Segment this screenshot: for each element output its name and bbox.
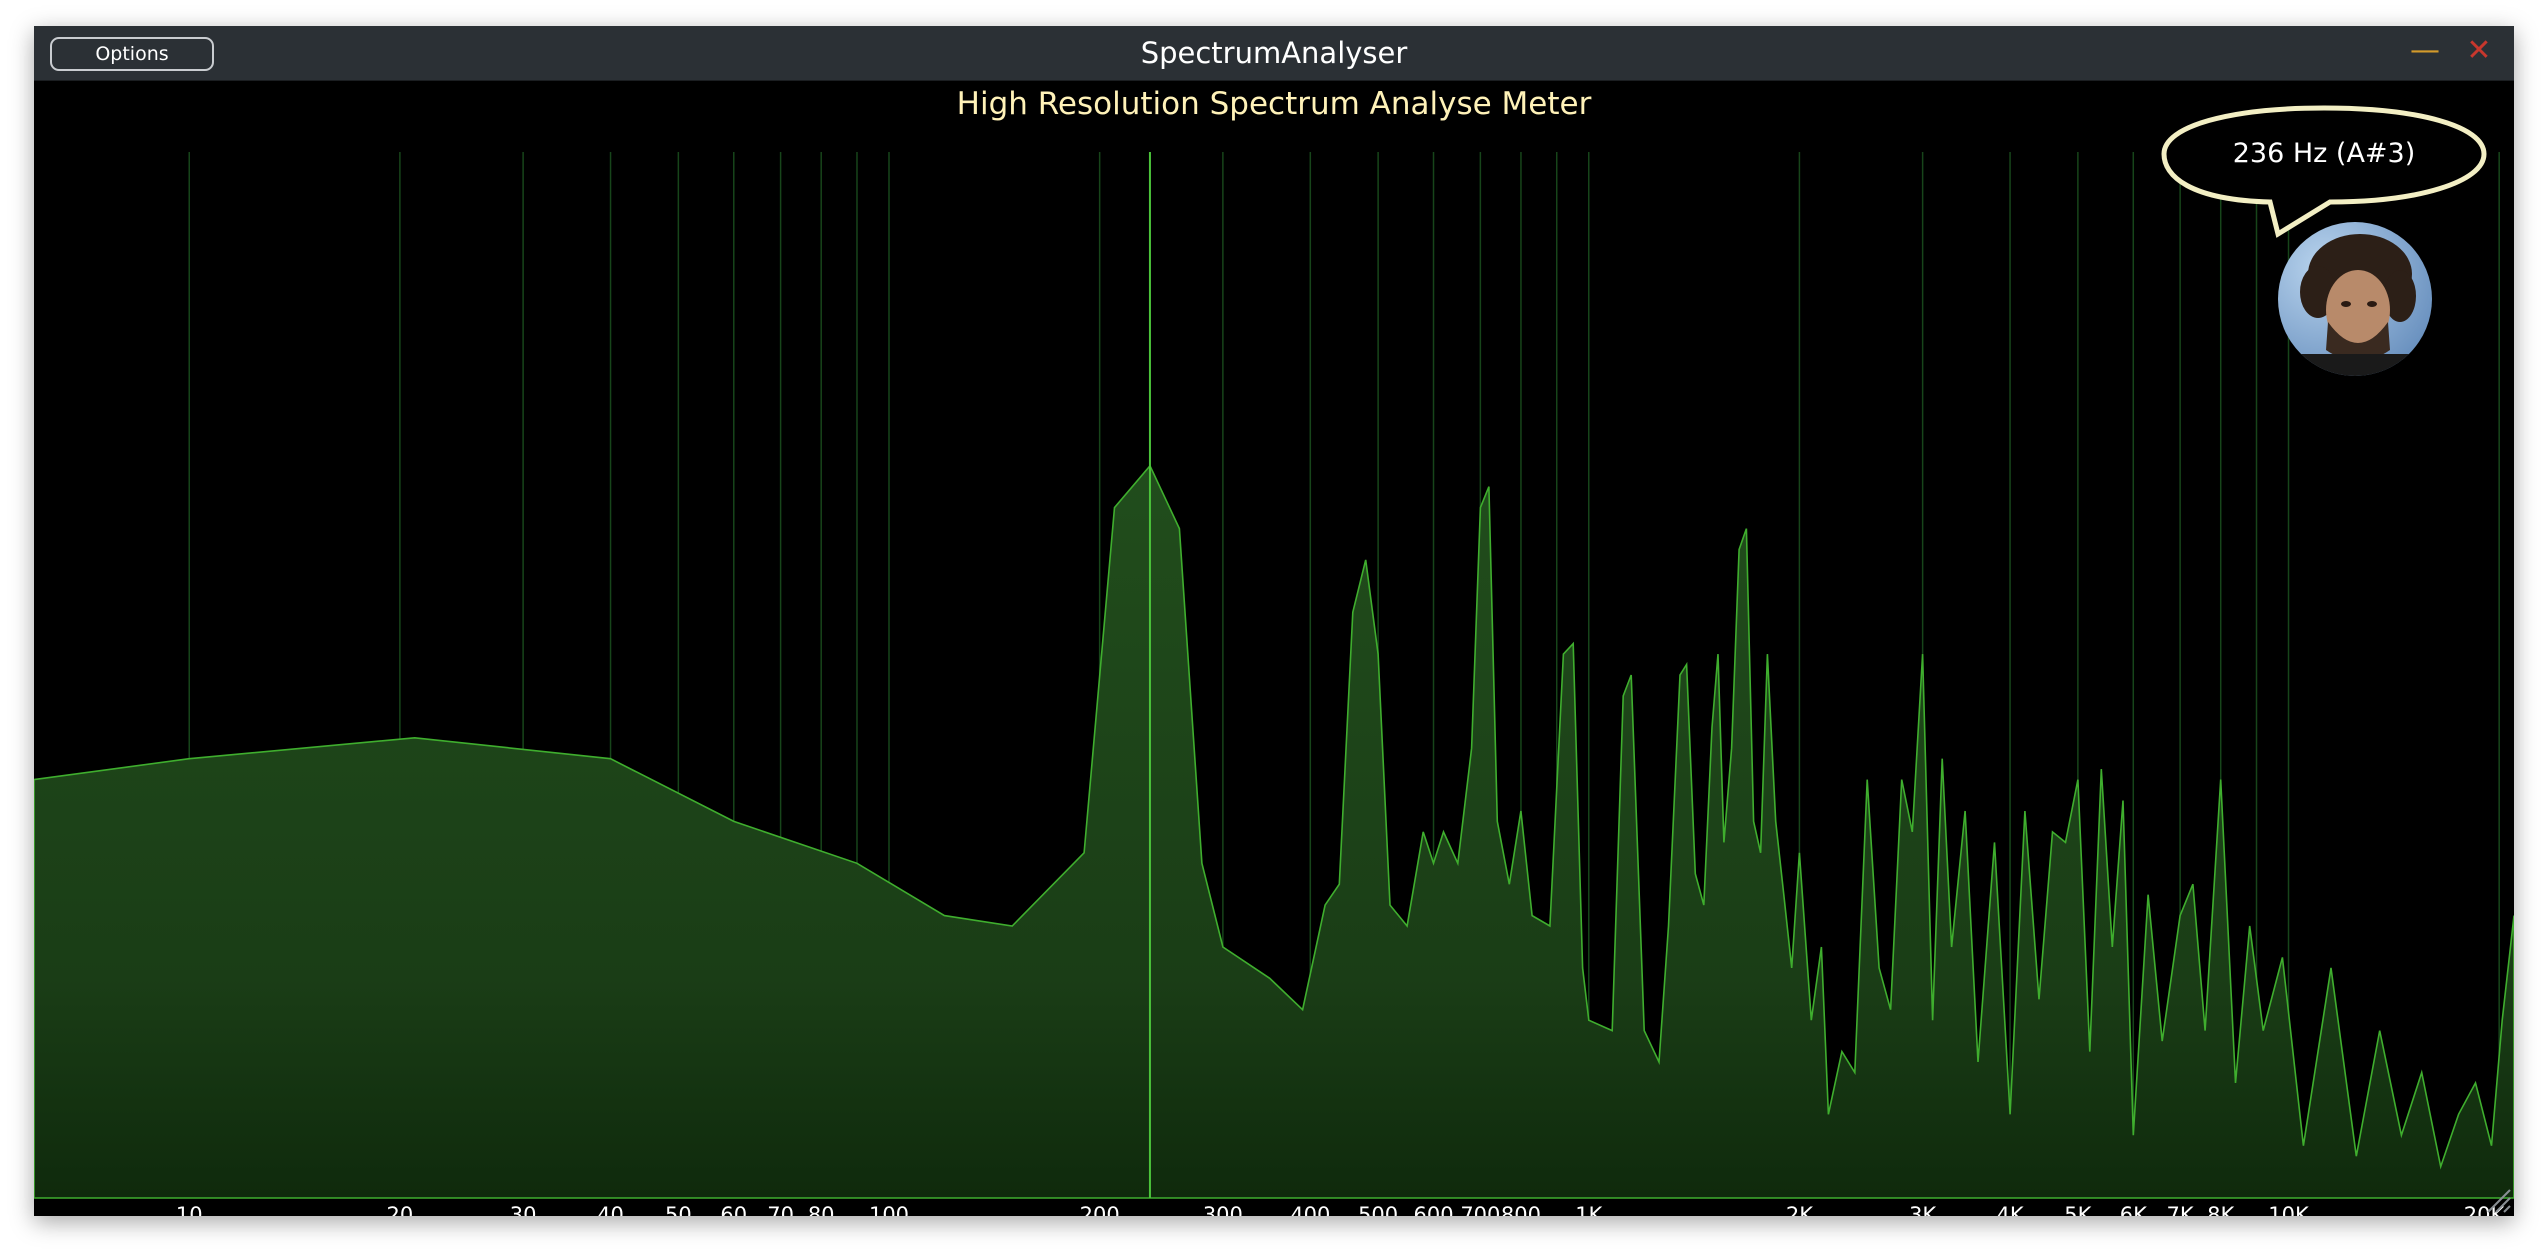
user-avatar-icon[interactable] [2278,222,2432,376]
frequency-tick-label: 500 [1358,1203,1398,1216]
frequency-tick-label: 70 [767,1203,794,1216]
options-button[interactable]: Options [50,37,214,71]
analyser-title: High Resolution Spectrum Analyse Meter [956,86,1592,122]
frequency-tick-label: 20 [387,1203,414,1216]
frequency-tick-label: 10K [2268,1203,2310,1216]
peak-readout-text: 236 Hz (A#3) [2232,138,2416,169]
frequency-tick-label: 800 [1501,1203,1541,1216]
frequency-tick-label: 7K [2167,1203,2195,1216]
frequency-tick-label: 700 [1460,1203,1500,1216]
frequency-tick-label: 3K [1909,1203,1937,1216]
frequency-tick-label: 100 [869,1203,909,1216]
speech-bubble-icon [2161,105,2487,238]
frequency-tick-label: 50 [665,1203,692,1216]
frequency-tick-label: 200 [1080,1203,1120,1216]
frequency-tick-label: 400 [1290,1203,1330,1216]
frequency-tick-label: 6K [2120,1203,2148,1216]
spectrum-analyser-window: Options SpectrumAnalyser — ✕ 10 20 30 40 50 6… [34,26,2514,1216]
frequency-tick-label: 8K [2207,1203,2235,1216]
frequency-tick-label: 80 [808,1203,835,1216]
spectrum-area [34,464,2514,1199]
frequency-tick-label: 4K [1996,1203,2024,1216]
spectrum-plot[interactable]: 10 20 30 40 50 60 70 80 100 200 300 400 500 600 700 800… [34,80,2514,1216]
frequency-tick-label: 30 [510,1203,537,1216]
frequency-tick-label: 2K [1786,1203,1814,1216]
window-title: SpectrumAnalyser [1140,36,1408,70]
frequency-tick-label: 600 [1413,1203,1453,1216]
frequency-axis: 10 20 30 40 50 60 70 80 100 200 300 400 500 600 700 800… [176,1203,2506,1216]
frequency-tick-label: 60 [720,1203,747,1216]
frequency-tick-label: 1K [1575,1203,1603,1216]
title-bar[interactable]: Options SpectrumAnalyser — ✕ [34,26,2514,81]
frequency-tick-label: 5K [2064,1203,2092,1216]
frequency-tick-label: 40 [597,1203,624,1216]
peak-readout-bubble: 236 Hz (A#3) [2160,104,2488,238]
minimize-icon[interactable]: — [2410,33,2440,68]
frequency-tick-label: 300 [1203,1203,1243,1216]
frequency-tick-label: 10 [176,1203,203,1216]
close-icon[interactable]: ✕ [2466,33,2492,68]
resize-grip-icon[interactable] [2484,1186,2512,1214]
